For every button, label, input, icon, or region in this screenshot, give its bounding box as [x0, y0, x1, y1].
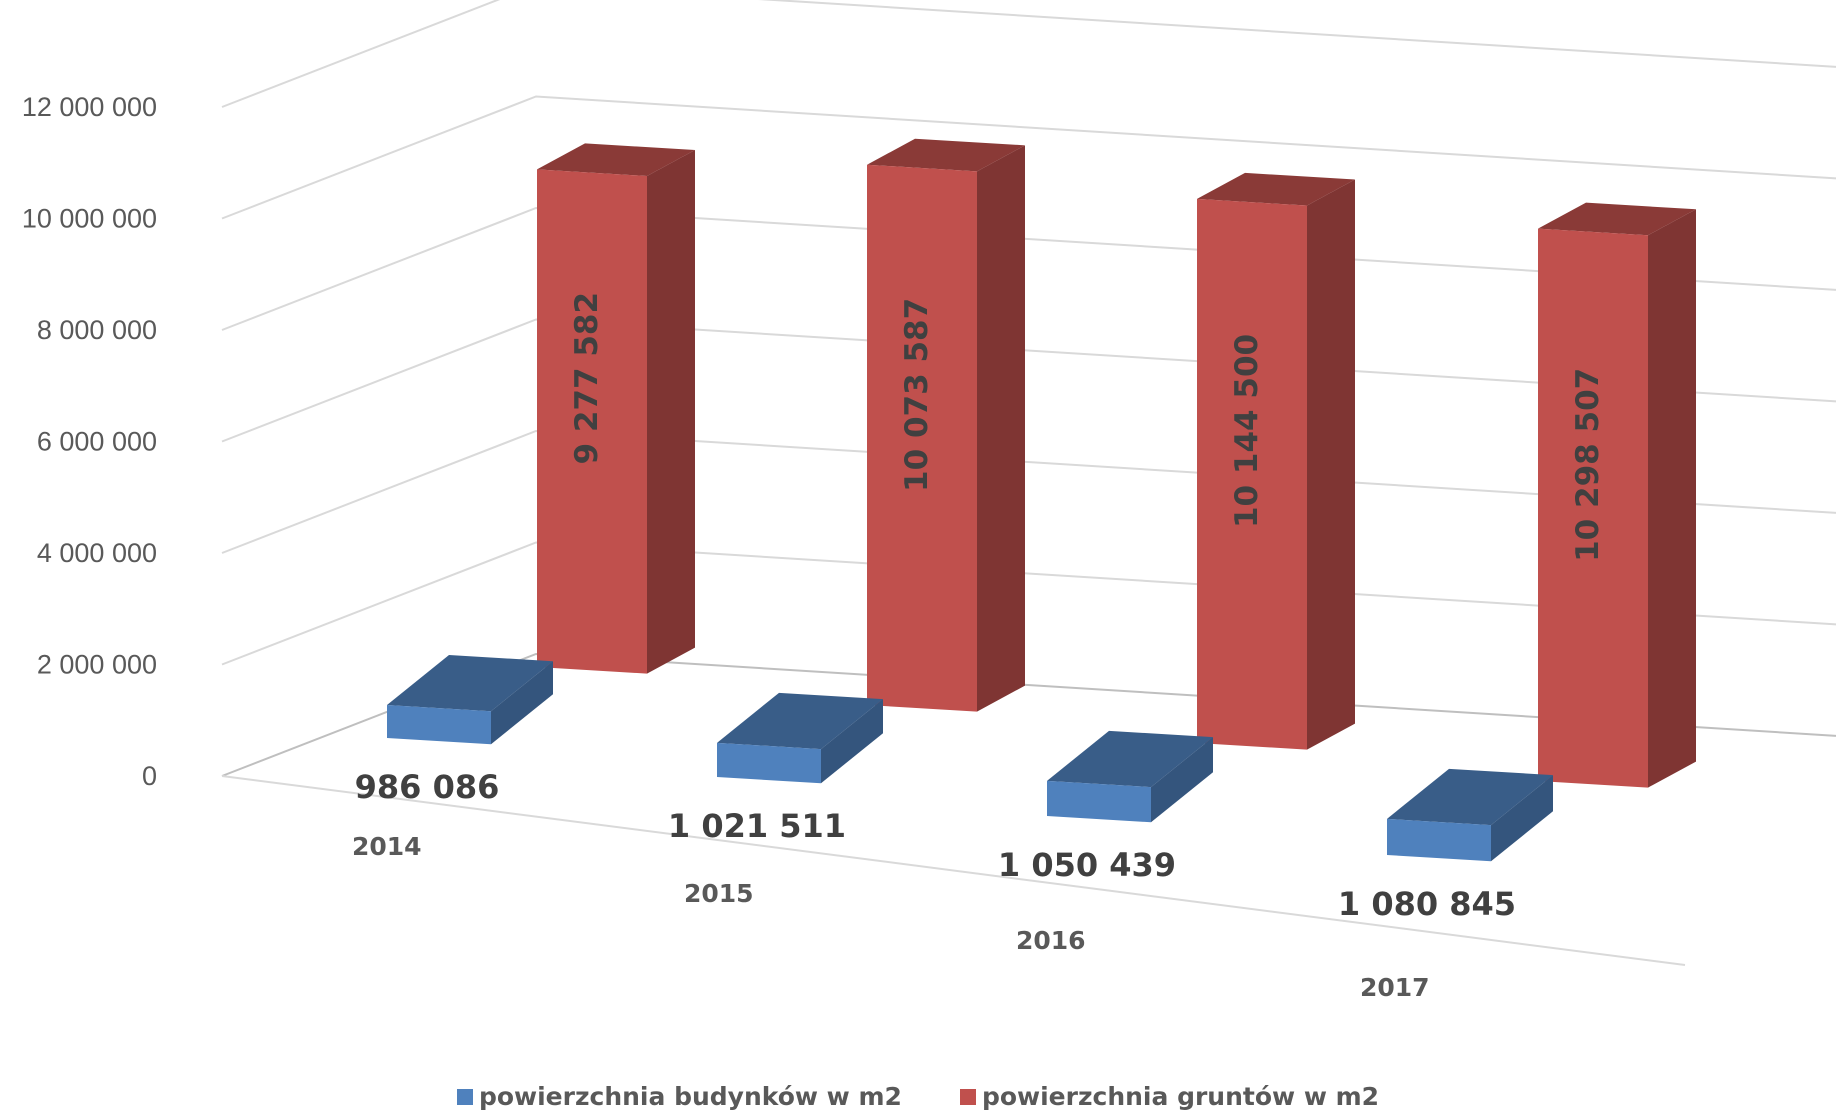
y-tick-label: 4 000 000	[37, 538, 157, 568]
bar-land-2016	[1197, 172, 1355, 750]
bar-land-2015-side	[977, 145, 1025, 712]
legend-item-buildings[interactable]: powierzchnia budynków w m2	[456, 1082, 902, 1111]
bar-land-2015-front	[867, 164, 977, 712]
bar-land-2014-front	[537, 169, 647, 674]
floor-front-edge	[221, 775, 1686, 966]
y-tick-label: 6 000 000	[37, 427, 157, 457]
bar-land-2015-top	[867, 138, 1025, 172]
data-label-buildings-2016: 1 050 439	[998, 846, 1176, 884]
x-tick-label: 2016	[1016, 926, 1086, 955]
y-tick-label: 10 000 000	[22, 204, 157, 234]
bar-buildings-2014-top	[387, 655, 553, 712]
bar-buildings-2016-top	[1047, 730, 1213, 788]
gridline-6	[221, 0, 1836, 108]
bar-buildings-2017-top	[1387, 768, 1553, 826]
bar-land-2015	[867, 138, 1025, 712]
gridlines	[221, 0, 1836, 966]
bar-land-2016-front	[1197, 198, 1307, 750]
data-label-land-2015: 10 073 587	[899, 298, 935, 492]
bar-land-2017-side	[1648, 209, 1696, 788]
bar-land-2014	[537, 143, 695, 674]
data-label-buildings-2017: 1 080 845	[1338, 885, 1516, 923]
data-label-land-2016: 10 144 500	[1229, 334, 1265, 528]
bar-buildings-2015-side	[821, 699, 883, 784]
bar-buildings-2016-front	[1047, 780, 1151, 823]
bar-buildings-2015-top	[717, 692, 883, 750]
y-tick-label: 12 000 000	[22, 92, 157, 122]
data-labels: 9 277 582 986 086 10 073 587 1 021 511 10 14…	[355, 292, 1606, 923]
data-label-buildings-2014: 986 086	[355, 768, 500, 806]
bar-buildings-2014-front	[387, 705, 491, 745]
bar-buildings-2015-front	[717, 742, 821, 784]
legend-swatch-land	[959, 1088, 976, 1105]
legend: powierzchnia budynków w m2 powierzchnia …	[0, 1082, 1836, 1111]
y-tick-label: 8 000 000	[37, 315, 157, 345]
legend-swatch-buildings	[456, 1088, 473, 1105]
x-tick-label: 2014	[352, 832, 422, 861]
gridline-0	[221, 652, 1836, 777]
bar-buildings-2017-front	[1387, 818, 1491, 862]
x-tick-label: 2017	[1360, 973, 1430, 1002]
gridline-1	[221, 541, 1836, 666]
gridline-3	[221, 318, 1836, 443]
data-label-land-2014: 9 277 582	[569, 292, 605, 465]
bar-buildings-2017-side	[1491, 775, 1553, 862]
bars	[387, 138, 1696, 862]
bar-buildings-2016	[1047, 730, 1213, 823]
bar-buildings-2016-side	[1151, 737, 1213, 823]
bar-land-2017-top	[1538, 202, 1696, 236]
x-axis-ticks: 2014 2015 2016 2017	[352, 832, 1430, 1002]
y-tick-label: 2 000 000	[37, 650, 157, 680]
gridline-2	[221, 429, 1836, 554]
bar-land-2016-side	[1307, 179, 1355, 750]
data-label-land-2017: 10 298 507	[1570, 368, 1606, 562]
bar-land-2017	[1538, 202, 1696, 788]
bar-buildings-2017	[1387, 768, 1553, 862]
bar-buildings-2015	[717, 692, 883, 784]
gridline-5	[221, 95, 1836, 220]
bar-land-2014-side	[647, 150, 695, 674]
bar-buildings-2014-side	[491, 661, 553, 745]
legend-item-land[interactable]: powierzchnia gruntów w m2	[959, 1082, 1380, 1111]
bar-land-2016-top	[1197, 172, 1355, 206]
data-label-buildings-2015: 1 021 511	[668, 807, 846, 845]
y-tick-label: 0	[142, 761, 157, 791]
bar-buildings-2014	[387, 655, 553, 745]
gridline-4	[221, 206, 1836, 331]
bar-land-2014-top	[537, 143, 695, 177]
legend-label-land: powierzchnia gruntów w m2	[981, 1082, 1380, 1111]
y-axis-ticks: 0 2 000 000 4 000 000 6 000 000 8 000 000 10 …	[22, 92, 157, 791]
x-tick-label: 2015	[684, 879, 754, 908]
legend-label-buildings: powierzchnia budynków w m2	[478, 1082, 902, 1111]
bar-land-2017-front	[1538, 228, 1648, 788]
